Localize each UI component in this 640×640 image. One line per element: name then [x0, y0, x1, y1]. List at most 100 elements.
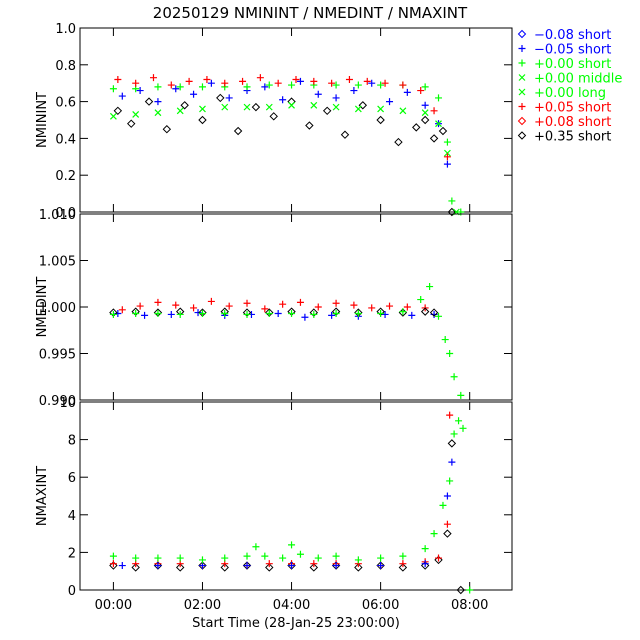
data-point: [144, 97, 154, 106]
data-point: [190, 90, 198, 98]
data-point: [332, 299, 340, 307]
data-point: [154, 554, 162, 562]
data-point: [288, 101, 295, 109]
data-point: [363, 77, 371, 85]
series: [114, 309, 438, 321]
data-point: [167, 310, 175, 318]
data-point: [261, 83, 269, 91]
data-point: [207, 79, 215, 87]
data-point: [296, 550, 304, 558]
legend-label: −0.08 short: [534, 28, 611, 43]
data-point: [443, 529, 452, 538]
legend-symbol: [518, 103, 526, 110]
data-point: [292, 76, 300, 84]
data-point: [430, 530, 438, 538]
y-tick-label: 1.010: [39, 208, 76, 223]
data-point: [194, 309, 202, 317]
data-point: [381, 79, 389, 87]
data-point: [265, 563, 274, 572]
data-point: [399, 107, 407, 115]
data-point: [446, 411, 454, 419]
data-point: [296, 77, 304, 85]
data-point: [190, 304, 198, 312]
data-point: [430, 107, 438, 115]
data-point: [403, 88, 411, 96]
panel-nmedint: 0.990 0.995 1.000 1.005 1.010 NMEDINT: [35, 208, 513, 409]
legend-label: +0.08 short: [534, 115, 611, 130]
series: [109, 439, 465, 595]
y-axis-label: NMININT: [35, 92, 50, 148]
y-tick-label: 2: [68, 546, 76, 561]
panel-nmaxint: 0 2 4 6 8 10 NMAXINT: [35, 396, 513, 599]
data-point: [243, 83, 251, 91]
data-point: [386, 98, 394, 106]
data-point: [447, 207, 457, 217]
series: [114, 74, 451, 161]
data-point: [221, 103, 229, 111]
data-point: [421, 83, 429, 91]
data-point: [113, 106, 123, 116]
y-tick-label: 0.2: [55, 169, 76, 184]
data-point: [438, 126, 448, 136]
data-point: [109, 112, 117, 120]
legend-label: +0.35 short: [534, 130, 611, 145]
data-point: [310, 101, 318, 109]
data-point: [429, 308, 439, 317]
data-point: [450, 430, 458, 438]
x-tick-label: 08:00: [451, 598, 488, 613]
data-point: [265, 81, 273, 89]
data-point: [279, 96, 287, 104]
panel-frame: [79, 401, 513, 591]
data-point: [279, 300, 287, 308]
data-point: [141, 311, 149, 319]
data-point: [203, 76, 211, 84]
y-axis-label: NMEDINT: [35, 277, 50, 338]
y-tick-label: 4: [68, 509, 76, 524]
data-point: [109, 560, 117, 568]
data-point: [154, 310, 162, 318]
data-point: [154, 83, 162, 91]
data-point: [399, 81, 407, 89]
legend-label: +0.00 short: [534, 57, 611, 72]
data-point: [243, 310, 251, 318]
data-point: [175, 563, 185, 572]
data-point: [314, 90, 322, 98]
data-point: [412, 123, 421, 132]
data-point: [466, 586, 474, 594]
data-point: [132, 554, 140, 562]
data-point: [310, 560, 318, 568]
data-point: [314, 303, 322, 311]
y-tick-label: 0.8: [55, 59, 76, 74]
data-point: [443, 153, 451, 161]
series: [118, 297, 429, 314]
data-point: [332, 103, 340, 111]
data-point: [435, 94, 443, 102]
y-tick-label: 1.000: [39, 301, 76, 316]
legend-symbol: [517, 131, 527, 140]
series: [109, 411, 454, 570]
data-point: [265, 103, 273, 111]
data-point: [172, 85, 180, 93]
legend-symbol: [517, 29, 527, 39]
data-point: [154, 562, 162, 570]
data-point: [185, 77, 193, 85]
y-tick-label: 0.995: [39, 348, 76, 363]
data-point: [274, 310, 282, 318]
data-point: [354, 563, 363, 572]
data-point: [243, 562, 251, 570]
legend-label: +0.00 middle: [534, 72, 622, 87]
data-point: [109, 310, 117, 318]
data-point: [417, 87, 425, 95]
data-point: [287, 97, 296, 106]
data-point: [443, 149, 451, 157]
data-point: [459, 424, 467, 432]
data-point: [109, 561, 118, 570]
data-point: [198, 83, 206, 91]
data-point: [448, 197, 456, 205]
data-point: [154, 298, 162, 306]
panel-frame: [79, 27, 513, 213]
panel-nminint: 0.0 0.2 0.4 0.6 0.8 1.0 NMININT: [35, 22, 513, 221]
data-point: [251, 102, 261, 112]
data-point: [252, 543, 260, 551]
